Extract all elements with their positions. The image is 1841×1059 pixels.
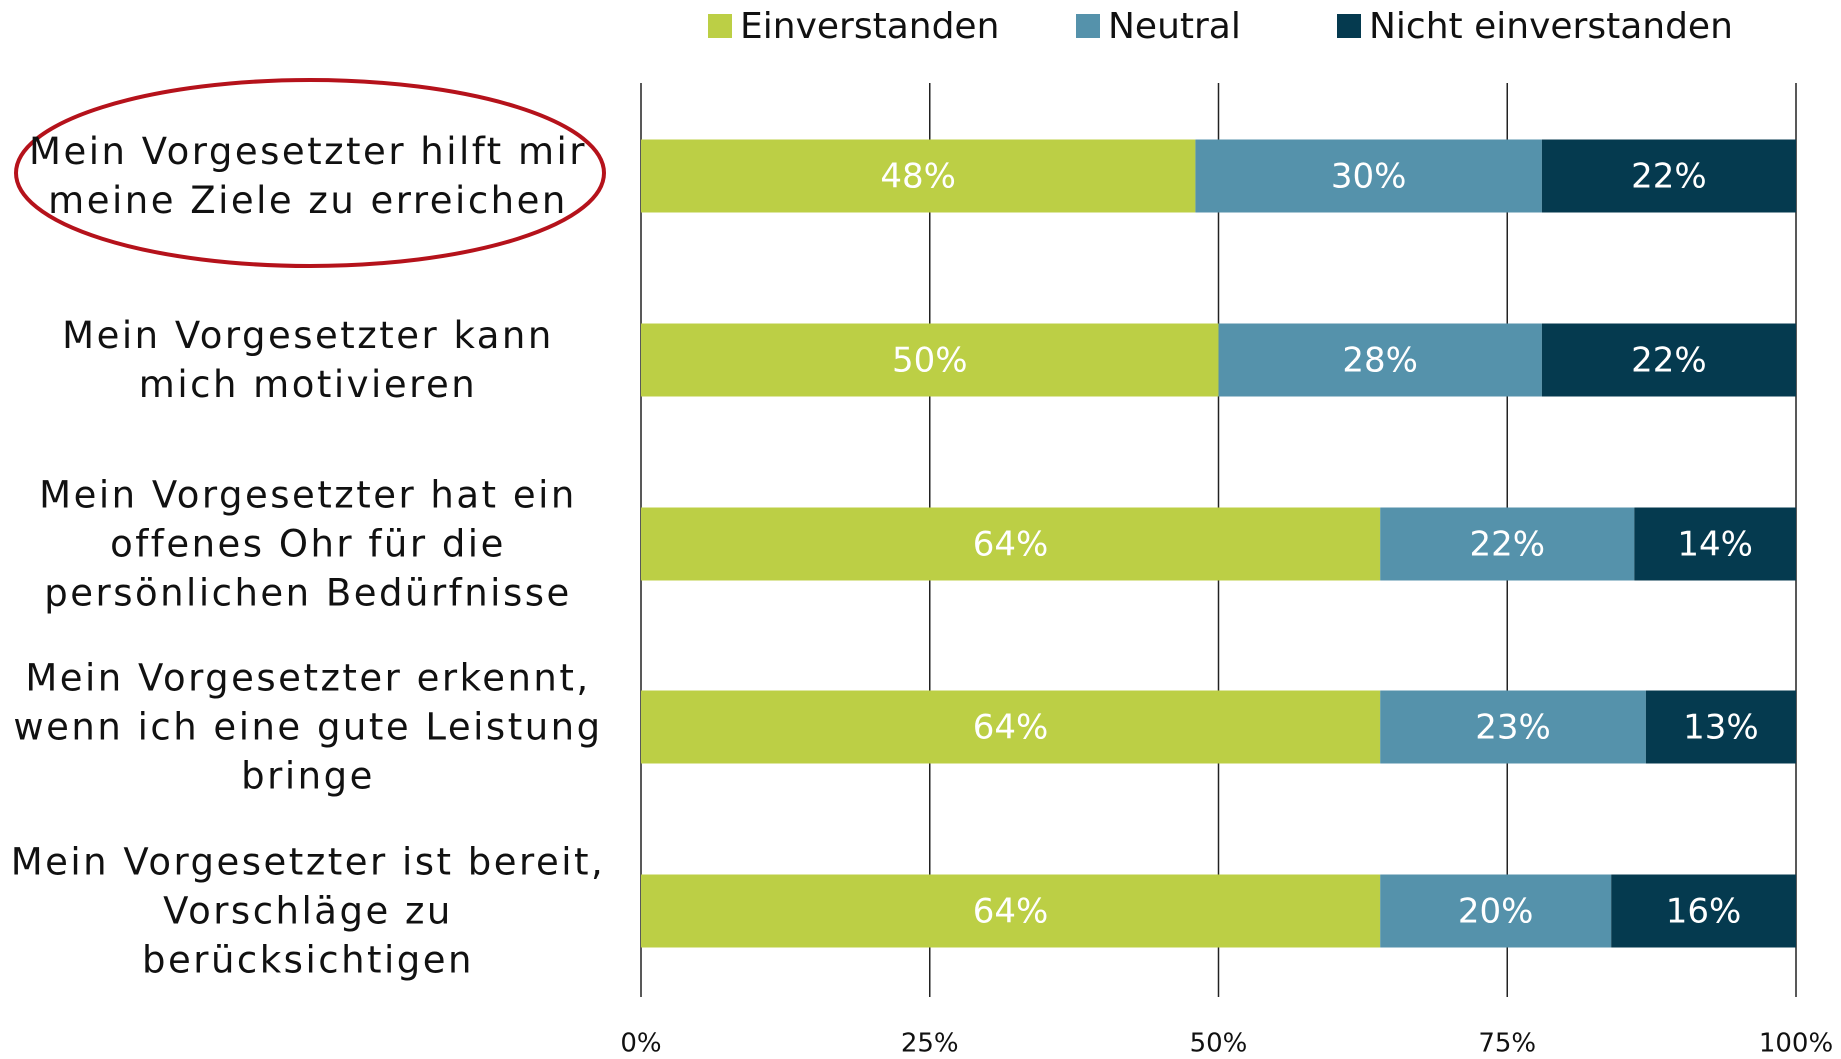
x-tick-label: 50% <box>1190 1029 1248 1059</box>
bar-segment <box>1634 507 1796 581</box>
bar-segment <box>641 323 1219 397</box>
data-label: 13% <box>1683 708 1759 748</box>
category-label: Mein Vorgesetzter hilft mir meine Ziele … <box>29 130 587 222</box>
x-tick-label: 75% <box>1478 1029 1536 1059</box>
legend-label: Nicht einverstanden <box>1369 6 1733 47</box>
data-label: 22% <box>1631 157 1707 197</box>
x-tick-label: 0% <box>620 1029 661 1059</box>
bar-segment <box>1380 874 1612 948</box>
data-label: 22% <box>1469 525 1545 565</box>
bar-segment <box>1645 690 1796 764</box>
data-label: 14% <box>1677 525 1753 565</box>
bar-segment <box>1218 323 1542 397</box>
data-label: 30% <box>1331 157 1407 197</box>
bar-segment <box>1611 874 1796 948</box>
bar-segment <box>1541 139 1796 213</box>
bar-segment <box>641 507 1381 581</box>
data-label: 16% <box>1666 892 1742 932</box>
data-label: 48% <box>880 157 956 197</box>
data-label: 22% <box>1631 341 1707 381</box>
category-label: Mein Vorgesetzter ist bereit, Vorschläge… <box>10 840 606 982</box>
legend-swatch <box>1076 14 1100 38</box>
data-label: 64% <box>973 892 1049 932</box>
legend-swatch <box>1337 14 1361 38</box>
data-label: 64% <box>973 708 1049 748</box>
category-label: Mein Vorgesetzter kann mich motivieren <box>62 314 554 406</box>
x-tick-label: 100% <box>1759 1029 1833 1059</box>
data-label: 20% <box>1458 892 1534 932</box>
x-tick-label: 25% <box>901 1029 959 1059</box>
legend-label: Einverstanden <box>740 6 999 47</box>
bar-segment <box>1380 507 1635 581</box>
bar-segment <box>641 690 1381 764</box>
data-label: 28% <box>1342 341 1418 381</box>
bar-segment <box>1380 690 1646 764</box>
bar-segment <box>641 139 1196 213</box>
legend-label: Neutral <box>1108 6 1241 47</box>
bar-segment <box>1541 323 1796 397</box>
legend-swatch <box>708 14 732 38</box>
data-label: 64% <box>973 525 1049 565</box>
category-label: Mein Vorgesetzter hat ein offenes Ohr fü… <box>39 473 577 615</box>
data-label: 50% <box>892 341 968 381</box>
bar-segment <box>641 874 1381 948</box>
highlight-ellipse <box>14 78 606 268</box>
category-label: Mein Vorgesetzter erkennt, wenn ich eine… <box>13 656 603 798</box>
bar-segment <box>1195 139 1542 213</box>
data-label: 23% <box>1475 708 1551 748</box>
